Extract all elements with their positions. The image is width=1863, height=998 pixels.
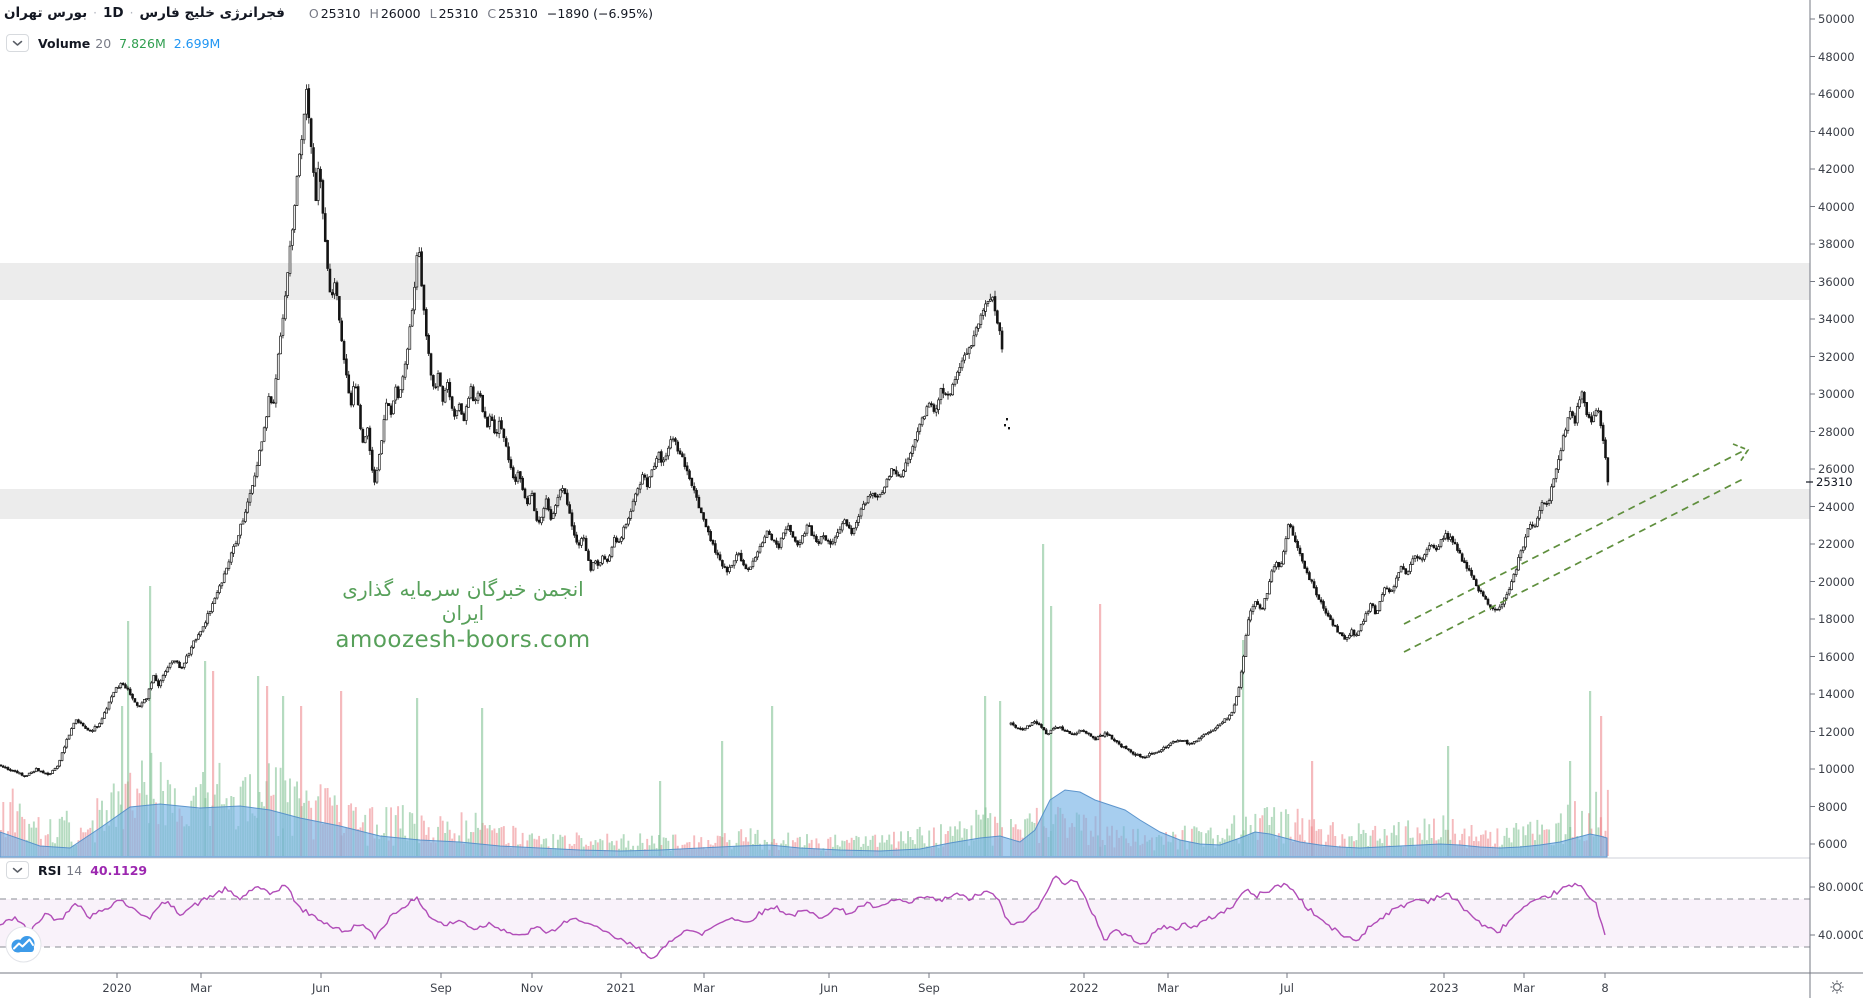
high-value: 26000	[380, 5, 421, 21]
time-tick-label: Jul	[1280, 981, 1294, 995]
time-tick-label: Mar	[1513, 981, 1535, 995]
price-tick-label: 36000	[1818, 274, 1855, 289]
interval-label[interactable]: 1D	[103, 5, 124, 21]
price-tick-label: 22000	[1818, 537, 1855, 551]
gap-dot	[1006, 418, 1008, 421]
price-tick-label: 6000	[1818, 837, 1848, 851]
gap-dot	[1004, 424, 1006, 427]
volume-label[interactable]: Volume	[38, 35, 91, 51]
chevron-down-icon	[12, 40, 23, 46]
price-tick-label: 40000	[1818, 199, 1855, 214]
price-tick-label: 30000	[1818, 387, 1855, 401]
high-label: H	[369, 5, 379, 21]
time-tick-label: Jun	[312, 981, 330, 995]
volume-collapse-button[interactable]	[6, 34, 29, 52]
rsi-line	[0, 875, 1606, 960]
volume-histogram	[0, 544, 1609, 858]
rsi-band	[0, 899, 1810, 947]
volume-indicator-legend[interactable]: Volume 20 7.826M 2.699M	[6, 33, 220, 53]
price-tick-label: 24000	[1818, 499, 1855, 514]
last-price-label: 25310	[1813, 475, 1856, 490]
open-label: O	[308, 5, 319, 21]
low-label: L	[429, 5, 437, 21]
time-tick-label: Sep	[918, 981, 940, 995]
price-tick-label: 38000	[1818, 237, 1855, 251]
price-tick-label: 18000	[1818, 612, 1855, 626]
price-tick-label: 14000	[1818, 687, 1855, 701]
watermark-site-url: amoozesh-boors.com	[335, 626, 591, 653]
price-tick-label: 46000	[1818, 87, 1855, 101]
exchange-name[interactable]: بورس تهران	[4, 5, 88, 21]
price-tick-label: 28000	[1818, 424, 1855, 439]
price-tick-label: 48000	[1818, 49, 1855, 64]
price-tick-label: 20000	[1818, 574, 1855, 589]
legend-separator: ·	[93, 6, 97, 20]
time-tick-label: Jun	[820, 981, 838, 995]
trend-channel-line[interactable]	[1403, 449, 1746, 625]
price-tick-label: 34000	[1818, 312, 1855, 326]
volume-ma-area	[0, 789, 1608, 858]
time-tick-label: 2020	[102, 981, 132, 995]
chevron-down-icon	[12, 867, 23, 873]
symbol-name[interactable]: فجرانرژی خلیج فارس	[139, 5, 285, 21]
time-tick-label: Mar	[1157, 981, 1179, 995]
price-tick-label: 26000	[1818, 462, 1855, 476]
time-tick-label: 2022	[1069, 981, 1099, 995]
close-value: 25310	[498, 5, 538, 21]
watermark-persian-line: انجمن خبرگان سرمایه گذاری ایران	[342, 577, 584, 626]
price-tick-label: 16000	[1818, 649, 1855, 664]
symbol-legend[interactable]: بورس تهران · 1D · فجرانرژی خلیج فارس O 2…	[4, 3, 653, 23]
price-zone[interactable]	[0, 263, 1810, 300]
price-tick-label: 10000	[1818, 762, 1855, 776]
time-tick-label: Nov	[520, 981, 544, 995]
rsi-value: 40.1129	[90, 862, 148, 878]
site-logo[interactable]	[5, 926, 42, 963]
volume-value: 2.699M	[173, 35, 221, 51]
price-tick-label: 12000	[1818, 724, 1855, 739]
gap-dot	[1008, 427, 1010, 430]
trend-channel-line[interactable]	[1403, 477, 1746, 653]
volume-ma-value: 7.826M	[119, 35, 166, 51]
price-tick-label: 32000	[1818, 349, 1855, 364]
watermark: انجمن خبرگان سرمایه گذاری ایران amoozesh…	[318, 577, 608, 654]
ohlc-values: O 25310 H 26000 L 25310 C 25310 −1890 (−…	[309, 6, 653, 21]
time-tick-label: 8	[1601, 981, 1609, 995]
time-tick-label: 2021	[606, 981, 636, 995]
price-tick-label: 42000	[1818, 162, 1855, 176]
price-tick-label: 50000	[1818, 12, 1855, 26]
rsi-tick-label: 40.0000	[1818, 928, 1863, 942]
rsi-label[interactable]: RSI	[38, 862, 62, 878]
time-tick-label: Mar	[693, 981, 715, 995]
close-label: C	[487, 5, 497, 21]
price-zone[interactable]	[0, 489, 1810, 519]
time-tick-label: 2023	[1429, 981, 1459, 995]
price-tick-label: 44000	[1818, 124, 1855, 139]
rsi-collapse-button[interactable]	[6, 861, 29, 879]
change-value: −1890 (−6.95%)	[546, 5, 654, 21]
open-value: 25310	[320, 5, 361, 21]
candlestick-series	[0, 84, 1610, 778]
legend-separator: ·	[129, 6, 134, 20]
low-value: 25310	[438, 5, 479, 21]
price-tick-label: 8000	[1818, 799, 1848, 814]
rsi-length: 14	[66, 862, 83, 878]
rsi-indicator-legend[interactable]: RSI 14 40.1129	[6, 860, 147, 880]
time-tick-label: Mar	[190, 981, 212, 995]
time-tick-label: Sep	[430, 981, 452, 995]
gear-icon[interactable]	[1828, 978, 1846, 996]
volume-length: 20	[95, 35, 112, 51]
rsi-tick-label: 80.0000	[1818, 880, 1863, 894]
trend-arrow-head[interactable]	[1732, 443, 1750, 463]
